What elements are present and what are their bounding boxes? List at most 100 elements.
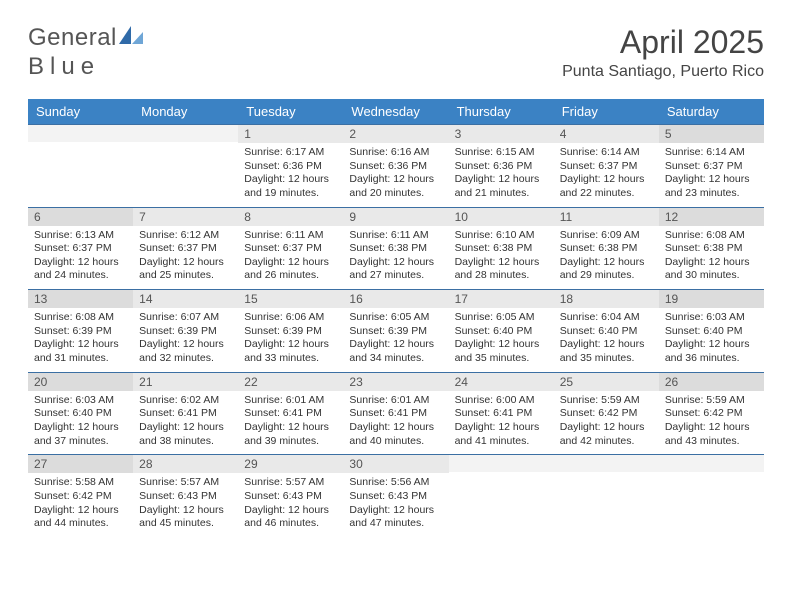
sunrise-text: Sunrise: 6:01 AM xyxy=(244,394,337,408)
sunrise-text: Sunrise: 5:59 AM xyxy=(560,394,653,408)
day-details: Sunrise: 6:05 AMSunset: 6:39 PMDaylight:… xyxy=(343,308,448,372)
sunrise-text: Sunrise: 5:57 AM xyxy=(244,476,337,490)
logo-text: General Blue xyxy=(28,24,145,81)
day-details: Sunrise: 6:02 AMSunset: 6:41 PMDaylight:… xyxy=(133,391,238,455)
sunrise-text: Sunrise: 6:03 AM xyxy=(34,394,127,408)
day-number: 5 xyxy=(659,125,764,143)
sunset-text: Sunset: 6:42 PM xyxy=(665,407,758,421)
day-cell xyxy=(28,125,133,208)
sunset-text: Sunset: 6:41 PM xyxy=(244,407,337,421)
daylight-text: Daylight: 12 hours and 39 minutes. xyxy=(244,421,337,448)
day-details: Sunrise: 6:01 AMSunset: 6:41 PMDaylight:… xyxy=(238,391,343,455)
sunrise-text: Sunrise: 6:16 AM xyxy=(349,146,442,160)
day-details: Sunrise: 6:04 AMSunset: 6:40 PMDaylight:… xyxy=(554,308,659,372)
sunset-text: Sunset: 6:37 PM xyxy=(560,160,653,174)
sunset-text: Sunset: 6:41 PM xyxy=(455,407,548,421)
sunrise-text: Sunrise: 6:14 AM xyxy=(560,146,653,160)
daylight-text: Daylight: 12 hours and 34 minutes. xyxy=(349,338,442,365)
day-number: 22 xyxy=(238,373,343,391)
daylight-text: Daylight: 12 hours and 27 minutes. xyxy=(349,256,442,283)
calendar-body: 1Sunrise: 6:17 AMSunset: 6:36 PMDaylight… xyxy=(28,125,764,537)
day-number xyxy=(449,455,554,472)
week-row: 20Sunrise: 6:03 AMSunset: 6:40 PMDayligh… xyxy=(28,372,764,455)
sunrise-text: Sunrise: 5:56 AM xyxy=(349,476,442,490)
day-details xyxy=(554,472,659,522)
day-cell: 4Sunrise: 6:14 AMSunset: 6:37 PMDaylight… xyxy=(554,125,659,208)
day-number: 9 xyxy=(343,208,448,226)
day-details: Sunrise: 6:16 AMSunset: 6:36 PMDaylight:… xyxy=(343,143,448,207)
day-details: Sunrise: 6:00 AMSunset: 6:41 PMDaylight:… xyxy=(449,391,554,455)
day-number: 18 xyxy=(554,290,659,308)
day-details: Sunrise: 6:14 AMSunset: 6:37 PMDaylight:… xyxy=(554,143,659,207)
day-details: Sunrise: 6:05 AMSunset: 6:40 PMDaylight:… xyxy=(449,308,554,372)
sunset-text: Sunset: 6:36 PM xyxy=(455,160,548,174)
sunset-text: Sunset: 6:36 PM xyxy=(244,160,337,174)
daylight-text: Daylight: 12 hours and 41 minutes. xyxy=(455,421,548,448)
sunrise-text: Sunrise: 6:06 AM xyxy=(244,311,337,325)
calendar-table: Sunday Monday Tuesday Wednesday Thursday… xyxy=(28,99,764,537)
day-details: Sunrise: 6:08 AMSunset: 6:38 PMDaylight:… xyxy=(659,226,764,290)
sunset-text: Sunset: 6:38 PM xyxy=(349,242,442,256)
day-details: Sunrise: 6:12 AMSunset: 6:37 PMDaylight:… xyxy=(133,226,238,290)
sunrise-text: Sunrise: 6:09 AM xyxy=(560,229,653,243)
day-cell: 10Sunrise: 6:10 AMSunset: 6:38 PMDayligh… xyxy=(449,207,554,290)
day-details: Sunrise: 6:09 AMSunset: 6:38 PMDaylight:… xyxy=(554,226,659,290)
header: General Blue April 2025 Punta Santiago, … xyxy=(28,24,764,81)
day-cell: 1Sunrise: 6:17 AMSunset: 6:36 PMDaylight… xyxy=(238,125,343,208)
sunset-text: Sunset: 6:40 PM xyxy=(455,325,548,339)
daylight-text: Daylight: 12 hours and 38 minutes. xyxy=(139,421,232,448)
day-details: Sunrise: 6:03 AMSunset: 6:40 PMDaylight:… xyxy=(659,308,764,372)
daylight-text: Daylight: 12 hours and 20 minutes. xyxy=(349,173,442,200)
day-cell: 23Sunrise: 6:01 AMSunset: 6:41 PMDayligh… xyxy=(343,372,448,455)
day-cell: 7Sunrise: 6:12 AMSunset: 6:37 PMDaylight… xyxy=(133,207,238,290)
day-number: 14 xyxy=(133,290,238,308)
daylight-text: Daylight: 12 hours and 37 minutes. xyxy=(34,421,127,448)
day-cell: 18Sunrise: 6:04 AMSunset: 6:40 PMDayligh… xyxy=(554,290,659,373)
day-cell xyxy=(554,455,659,537)
daylight-text: Daylight: 12 hours and 29 minutes. xyxy=(560,256,653,283)
daylight-text: Daylight: 12 hours and 28 minutes. xyxy=(455,256,548,283)
day-details: Sunrise: 6:17 AMSunset: 6:36 PMDaylight:… xyxy=(238,143,343,207)
daylight-text: Daylight: 12 hours and 40 minutes. xyxy=(349,421,442,448)
day-number: 4 xyxy=(554,125,659,143)
sunset-text: Sunset: 6:37 PM xyxy=(244,242,337,256)
logo-sail-icon xyxy=(119,25,145,53)
week-row: 27Sunrise: 5:58 AMSunset: 6:42 PMDayligh… xyxy=(28,455,764,537)
sunset-text: Sunset: 6:36 PM xyxy=(349,160,442,174)
sunset-text: Sunset: 6:38 PM xyxy=(560,242,653,256)
sunset-text: Sunset: 6:37 PM xyxy=(665,160,758,174)
week-row: 6Sunrise: 6:13 AMSunset: 6:37 PMDaylight… xyxy=(28,207,764,290)
sunset-text: Sunset: 6:39 PM xyxy=(349,325,442,339)
sunrise-text: Sunrise: 6:00 AM xyxy=(455,394,548,408)
day-number: 29 xyxy=(238,455,343,473)
sunset-text: Sunset: 6:38 PM xyxy=(455,242,548,256)
day-cell: 17Sunrise: 6:05 AMSunset: 6:40 PMDayligh… xyxy=(449,290,554,373)
day-number: 27 xyxy=(28,455,133,473)
day-cell: 3Sunrise: 6:15 AMSunset: 6:36 PMDaylight… xyxy=(449,125,554,208)
day-cell: 25Sunrise: 5:59 AMSunset: 6:42 PMDayligh… xyxy=(554,372,659,455)
day-number: 12 xyxy=(659,208,764,226)
sunset-text: Sunset: 6:40 PM xyxy=(665,325,758,339)
day-details: Sunrise: 5:57 AMSunset: 6:43 PMDaylight:… xyxy=(133,473,238,537)
sunset-text: Sunset: 6:43 PM xyxy=(349,490,442,504)
daylight-text: Daylight: 12 hours and 30 minutes. xyxy=(665,256,758,283)
day-cell: 14Sunrise: 6:07 AMSunset: 6:39 PMDayligh… xyxy=(133,290,238,373)
col-thursday: Thursday xyxy=(449,99,554,125)
day-number: 10 xyxy=(449,208,554,226)
sunrise-text: Sunrise: 6:14 AM xyxy=(665,146,758,160)
day-number: 13 xyxy=(28,290,133,308)
day-number: 11 xyxy=(554,208,659,226)
sunset-text: Sunset: 6:42 PM xyxy=(560,407,653,421)
day-details: Sunrise: 6:08 AMSunset: 6:39 PMDaylight:… xyxy=(28,308,133,372)
day-details: Sunrise: 6:01 AMSunset: 6:41 PMDaylight:… xyxy=(343,391,448,455)
day-details: Sunrise: 6:11 AMSunset: 6:38 PMDaylight:… xyxy=(343,226,448,290)
day-details xyxy=(28,142,133,192)
sunset-text: Sunset: 6:41 PM xyxy=(349,407,442,421)
logo-word-b: Blue xyxy=(28,53,100,80)
day-number: 17 xyxy=(449,290,554,308)
day-cell: 29Sunrise: 5:57 AMSunset: 6:43 PMDayligh… xyxy=(238,455,343,537)
col-sunday: Sunday xyxy=(28,99,133,125)
day-number: 25 xyxy=(554,373,659,391)
daylight-text: Daylight: 12 hours and 26 minutes. xyxy=(244,256,337,283)
day-number: 16 xyxy=(343,290,448,308)
